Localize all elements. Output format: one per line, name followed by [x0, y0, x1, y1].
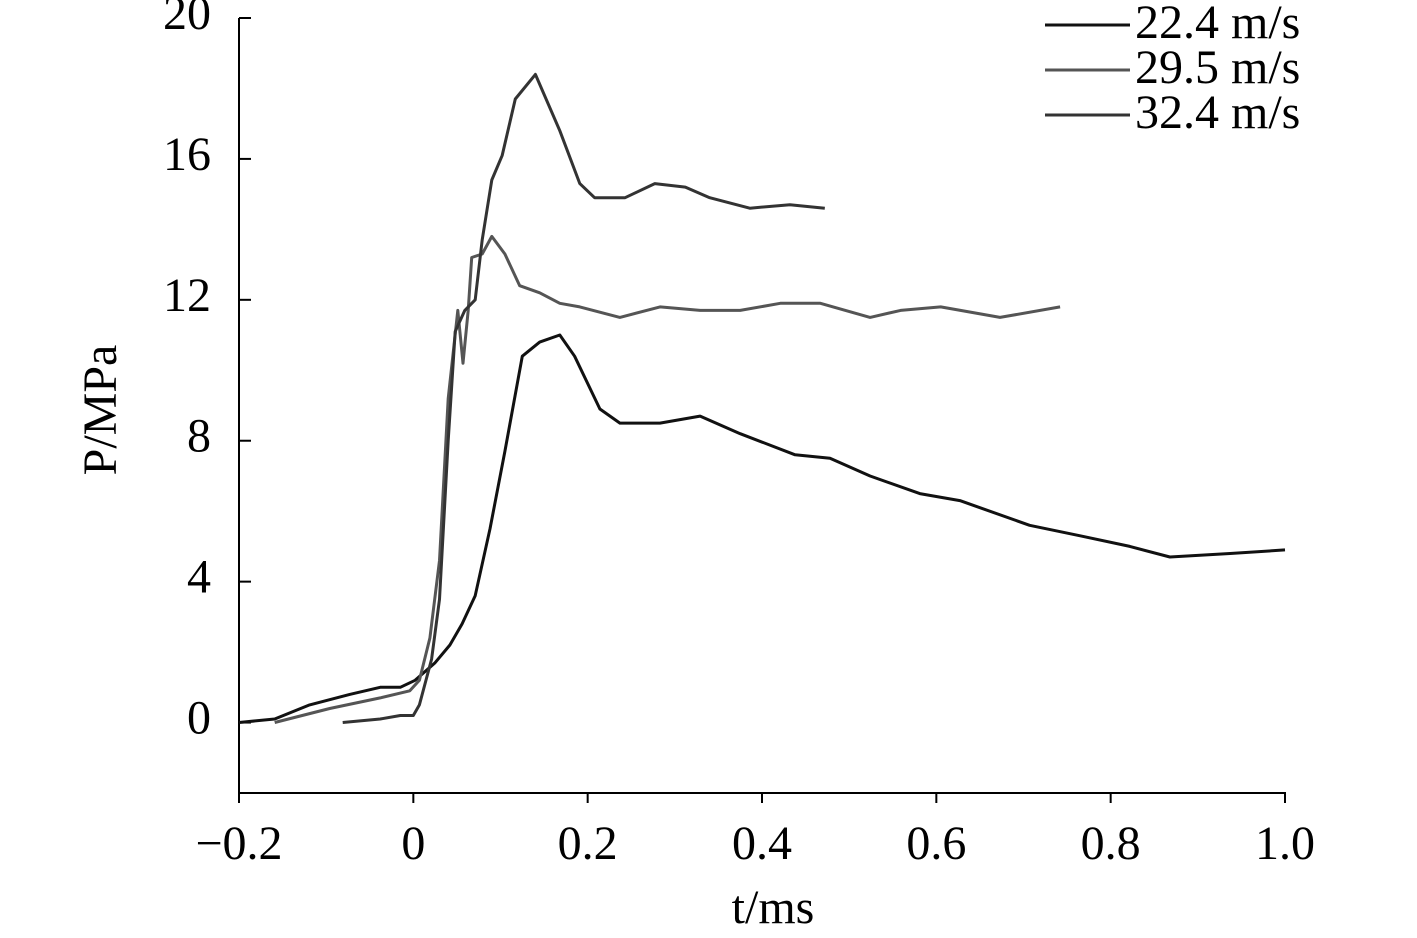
y-tick-label: 12 [163, 269, 211, 322]
legend-label: 22.4 m/s [1135, 0, 1300, 49]
data-line [342, 72, 825, 724]
x-tick-label: 0.4 [732, 817, 792, 870]
y-tick-label: 4 [187, 551, 211, 604]
x-tick-label: 0.6 [906, 817, 966, 870]
legend-label: 29.5 m/s [1135, 41, 1300, 94]
y-axis-label: P/MPa [74, 345, 127, 476]
y-tick-label: 8 [187, 410, 211, 463]
legend-label: 32.4 m/s [1135, 86, 1300, 139]
x-tick-label: −0.2 [195, 817, 282, 870]
x-axis-label: t/ms [732, 881, 815, 933]
y-tick-label: 20 [163, 0, 211, 40]
x-tick-label: 0 [401, 817, 425, 870]
y-tick-label: 16 [163, 128, 211, 181]
data-line [238, 333, 1286, 724]
x-tick-label: 1.0 [1255, 817, 1315, 870]
y-tick-label: 0 [187, 692, 211, 745]
x-tick-label: 0.8 [1081, 817, 1141, 870]
x-tick-label: 0.2 [558, 817, 618, 870]
data-line [274, 234, 1061, 724]
